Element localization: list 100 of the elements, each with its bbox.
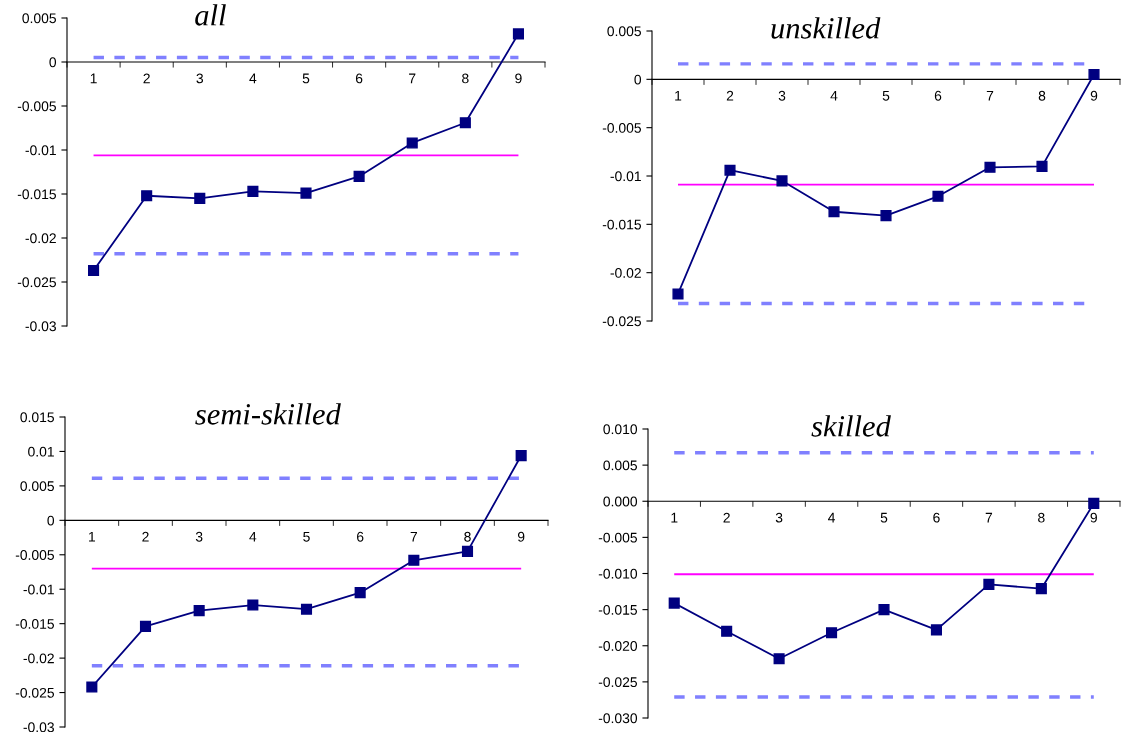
chart-title: all xyxy=(195,4,226,26)
point xyxy=(672,288,684,300)
x-tick-label: 5 xyxy=(880,512,888,523)
y-tick-label: -0.03 xyxy=(25,321,56,332)
y-tick-label: -0.025 xyxy=(17,277,56,288)
y-tick-label: -0.02 xyxy=(23,653,54,664)
x-tick-label: 9 xyxy=(517,531,525,542)
y-tick-label: -0.01 xyxy=(23,584,54,595)
x-tick-label: 9 xyxy=(1090,90,1098,101)
x-tick-label: 1 xyxy=(89,531,96,542)
x-tick-label: 3 xyxy=(195,531,203,542)
y-tick-label: -0.015 xyxy=(15,619,54,629)
point xyxy=(668,597,680,609)
x-tick-label: 1 xyxy=(671,512,678,523)
x-tick-label: 7 xyxy=(985,512,993,523)
y-tick-label: 0.005 xyxy=(22,13,56,24)
y-tick-label: -0.005 xyxy=(598,532,638,543)
point xyxy=(930,624,943,636)
point xyxy=(773,653,785,665)
x-tick-label: 3 xyxy=(775,512,783,523)
y-tick-label: 0.015 xyxy=(20,412,54,423)
x-tick-label: 8 xyxy=(1038,512,1045,523)
x-tick-label: 8 xyxy=(464,531,471,542)
y-tick-label: -0.03 xyxy=(23,722,54,732)
y-tick-label: -0.01 xyxy=(25,145,56,156)
point xyxy=(247,599,259,611)
y-tick-label: 0 xyxy=(47,515,55,526)
chart-title: skilled xyxy=(811,415,891,437)
point xyxy=(194,192,206,204)
y-tick-label: -0.02 xyxy=(610,268,641,278)
x-tick-label: 7 xyxy=(410,531,417,542)
point xyxy=(87,265,100,277)
x-tick-label: 4 xyxy=(828,512,836,523)
x-tick-label: 7 xyxy=(409,73,416,84)
y-tick-label: 0.005 xyxy=(20,481,54,492)
point xyxy=(878,604,890,616)
chart-title: semi-skilled xyxy=(195,403,341,425)
x-tick-label: 4 xyxy=(830,90,838,101)
point xyxy=(193,605,205,617)
x-tick-label: 6 xyxy=(933,512,940,523)
y-tick-label: -0.020 xyxy=(598,641,638,651)
x-tick-label: 5 xyxy=(302,73,310,84)
x-tick-label: 3 xyxy=(778,90,786,101)
y-tick-label: -0.010 xyxy=(598,568,638,579)
x-tick-label: 1 xyxy=(675,90,682,101)
x-tick-label: 6 xyxy=(355,73,363,84)
point xyxy=(247,185,259,197)
x-tick-label: 6 xyxy=(357,531,364,542)
point xyxy=(300,187,312,199)
point xyxy=(825,627,838,639)
point xyxy=(353,170,365,182)
point xyxy=(300,603,313,615)
point xyxy=(721,625,733,637)
y-tick-label: 0.010 xyxy=(603,424,638,435)
y-tick-label: -0.025 xyxy=(15,687,54,698)
x-tick-label: 5 xyxy=(882,90,890,101)
point xyxy=(459,117,471,129)
x-tick-label: 8 xyxy=(1038,90,1046,101)
point xyxy=(776,175,788,187)
x-tick-label: 2 xyxy=(143,73,150,84)
point xyxy=(1088,497,1100,509)
point xyxy=(354,587,366,599)
x-tick-label: 9 xyxy=(1090,512,1097,523)
point xyxy=(724,164,736,176)
y-tick-label: -0.025 xyxy=(602,316,642,327)
y-tick-label: 0 xyxy=(49,57,57,68)
point xyxy=(932,190,944,202)
y-tick-label: -0.02 xyxy=(25,233,56,244)
y-tick-label: -0.005 xyxy=(602,123,642,133)
y-tick-label: 0.01 xyxy=(28,446,54,457)
y-tick-label: -0.015 xyxy=(598,604,638,615)
point xyxy=(406,137,418,149)
point xyxy=(461,545,474,557)
point xyxy=(1036,160,1048,172)
y-tick-label: -0.015 xyxy=(17,189,56,200)
point xyxy=(828,206,840,218)
x-tick-label: 5 xyxy=(303,531,310,542)
point xyxy=(408,554,420,566)
x-tick-label: 1 xyxy=(90,73,97,84)
x-tick-label: 2 xyxy=(723,512,730,523)
point xyxy=(880,210,892,222)
y-tick-label: -0.005 xyxy=(15,550,54,560)
y-tick-label: 0.005 xyxy=(603,460,637,471)
point xyxy=(515,450,527,462)
y-tick-label: -0.01 xyxy=(610,171,641,182)
x-tick-label: 9 xyxy=(515,73,522,84)
x-tick-label: 2 xyxy=(142,531,149,542)
point xyxy=(1035,583,1047,595)
y-tick-label: 0.005 xyxy=(607,26,641,37)
chart-title: unskilled xyxy=(771,17,881,39)
x-tick-label: 8 xyxy=(462,73,469,84)
y-tick-label: 0 xyxy=(634,74,642,85)
point xyxy=(141,190,153,202)
point xyxy=(86,681,98,693)
x-tick-label: 2 xyxy=(726,90,734,101)
point xyxy=(139,620,152,632)
y-tick-label: -0.005 xyxy=(17,101,56,112)
y-tick-label: -0.030 xyxy=(598,713,638,724)
point xyxy=(983,578,995,590)
point xyxy=(512,28,525,40)
